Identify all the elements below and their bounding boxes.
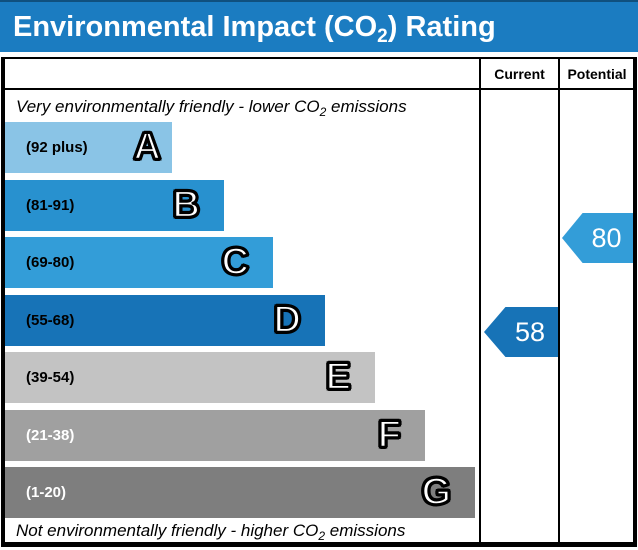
band-row-d: (55-68) D [5, 295, 325, 346]
band-g-range-label: (1-20) [26, 484, 67, 501]
current-rating-value: 58 [514, 316, 546, 347]
band-b-range-label: (81-91) [26, 197, 75, 214]
band-f-letter: F [377, 413, 403, 458]
current-column-divider [479, 58, 481, 543]
band-e-letter: E [324, 355, 352, 400]
band-c-range-label: (69-80) [26, 254, 75, 271]
band-e-range-label: (39-54) [26, 369, 75, 386]
potential-rating-value: 80 [591, 222, 622, 253]
band-b-letter: B [171, 183, 201, 228]
band-row-g: (1-20) G [5, 467, 475, 518]
band-row-c: (69-80) C [5, 237, 273, 288]
band-c-letter: C [220, 240, 250, 285]
chart-title: Environmental Impact (CO2) Rating [0, 0, 638, 52]
top-note-suffix: emissions [326, 97, 407, 116]
band-row-a: (92 plus) A [5, 122, 172, 173]
bottom-note-subscript: 2 [318, 529, 326, 543]
chart-title-subscript: 2 [377, 26, 388, 47]
chart-title-text: Environmental Impact (CO [13, 11, 378, 43]
band-row-b: (81-91) B [5, 180, 224, 231]
band-d-letter: D [272, 298, 302, 343]
top-note-subscript: 2 [319, 105, 327, 119]
band-g-letter: G [420, 470, 452, 515]
table-border [1, 57, 637, 547]
band-a-range-label: (92 plus) [26, 139, 88, 156]
bottom-note-suffix: emissions [325, 521, 406, 540]
potential-column-divider [558, 58, 560, 543]
potential-column-header: Potential [567, 65, 627, 82]
current-column-header: Current [494, 65, 545, 82]
band-row-e: (39-54) E [5, 352, 375, 403]
top-note-text: Very environmentally friendly - lower CO [16, 97, 320, 116]
band-row-f: (21-38) F [5, 410, 425, 461]
band-f-range-label: (21-38) [26, 427, 75, 444]
top-note: Very environmentally friendly - lower CO… [16, 97, 407, 119]
chart-title-suffix: ) Rating [387, 11, 496, 43]
header-divider-line [3, 88, 635, 90]
band-d-range-label: (55-68) [26, 312, 75, 329]
bottom-note: Not environmentally friendly - higher CO… [16, 521, 405, 543]
bottom-note-text: Not environmentally friendly - higher CO [16, 521, 319, 540]
band-a-letter: A [132, 125, 162, 170]
